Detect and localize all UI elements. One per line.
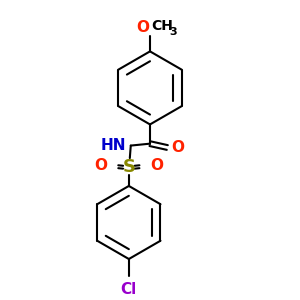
Text: O: O [150, 158, 163, 173]
Text: O: O [95, 158, 108, 173]
Text: Cl: Cl [121, 282, 137, 297]
Text: HN: HN [100, 138, 126, 153]
Text: 3: 3 [169, 27, 177, 37]
Text: O: O [136, 20, 149, 35]
Text: CH: CH [151, 19, 173, 33]
Text: S: S [122, 158, 135, 176]
Text: O: O [171, 140, 184, 155]
